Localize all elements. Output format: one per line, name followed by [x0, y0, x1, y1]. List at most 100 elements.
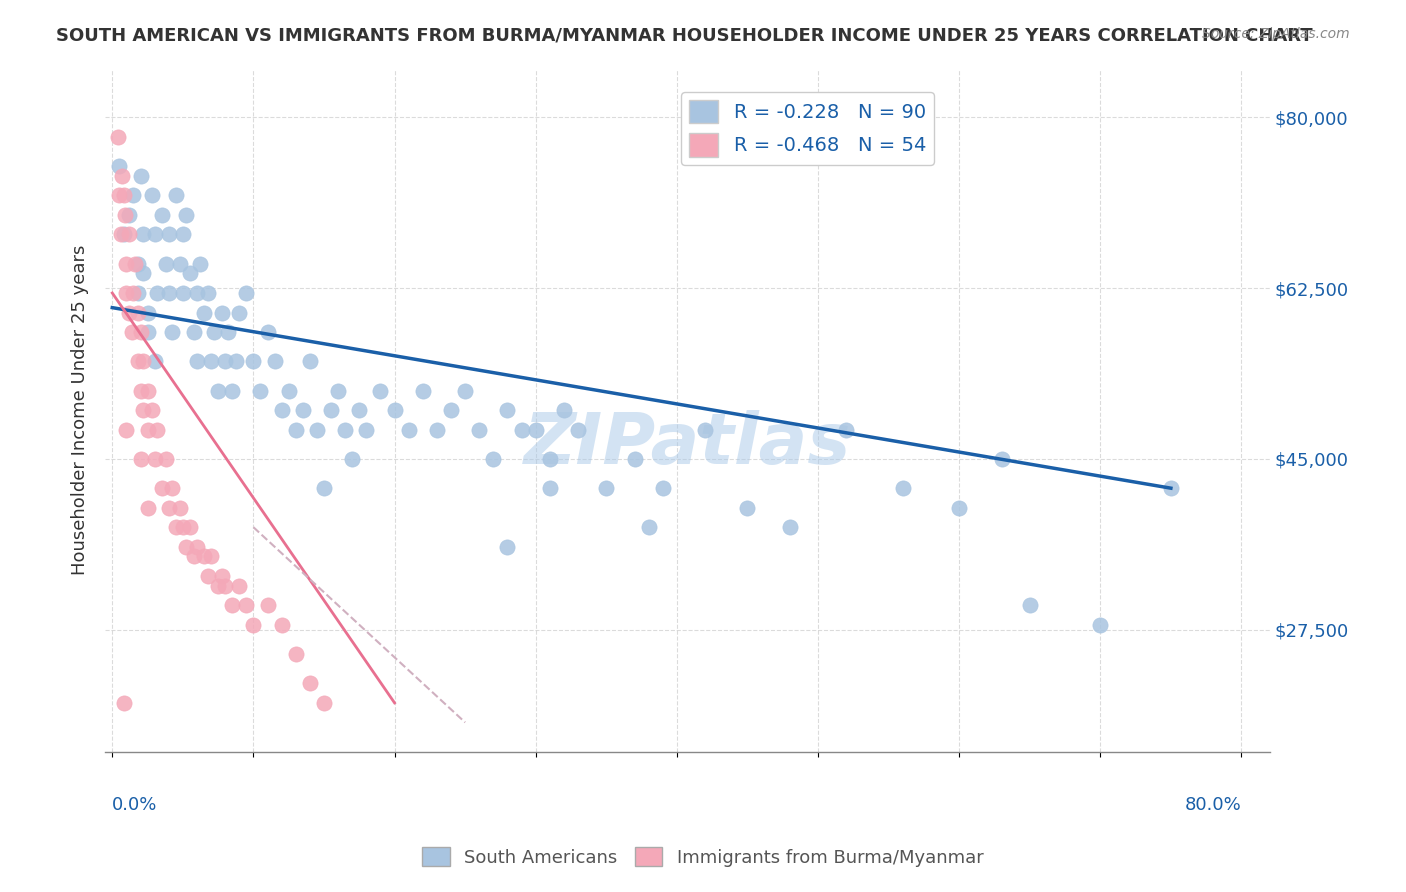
Point: [214, 579, 236, 593]
Point: [349, 403, 371, 417]
Point: [127, 257, 149, 271]
Point: [256, 599, 278, 613]
Point: [122, 188, 145, 202]
Legend: R = -0.228   N = 90, R = -0.468   N = 54: R = -0.228 N = 90, R = -0.468 N = 54: [682, 92, 934, 165]
Point: [426, 423, 449, 437]
Point: [115, 423, 138, 437]
Point: [200, 354, 222, 368]
Point: [160, 325, 183, 339]
Point: [136, 423, 159, 437]
Text: Source: ZipAtlas.com: Source: ZipAtlas.com: [1202, 27, 1350, 41]
Point: [132, 354, 155, 368]
Point: [319, 403, 342, 417]
Point: [538, 481, 561, 495]
Point: [221, 599, 243, 613]
Point: [637, 520, 659, 534]
Point: [211, 569, 233, 583]
Point: [333, 423, 356, 437]
Point: [305, 423, 328, 437]
Point: [197, 569, 219, 583]
Point: [155, 451, 177, 466]
Point: [112, 696, 135, 710]
Point: [193, 305, 215, 319]
Y-axis label: Householder Income Under 25 years: Householder Income Under 25 years: [72, 245, 89, 575]
Point: [524, 423, 547, 437]
Point: [132, 227, 155, 242]
Point: [136, 384, 159, 398]
Point: [122, 285, 145, 300]
Point: [298, 676, 321, 690]
Point: [186, 354, 208, 368]
Point: [124, 257, 146, 271]
Point: [263, 354, 285, 368]
Point: [115, 257, 138, 271]
Point: [129, 384, 152, 398]
Point: [454, 384, 477, 398]
Point: [835, 423, 858, 437]
Point: [136, 305, 159, 319]
Point: [107, 129, 129, 144]
Point: [370, 384, 392, 398]
Point: [496, 540, 519, 554]
Point: [108, 188, 131, 202]
Point: [169, 500, 191, 515]
Point: [143, 354, 166, 368]
Point: [146, 423, 169, 437]
Point: [172, 285, 194, 300]
Point: [141, 188, 163, 202]
Point: [1090, 617, 1112, 632]
Point: [143, 451, 166, 466]
Point: [242, 617, 264, 632]
Point: [146, 285, 169, 300]
Point: [595, 481, 617, 495]
Point: [118, 227, 141, 242]
Text: ZIPatlas: ZIPatlas: [524, 409, 851, 479]
Point: [326, 384, 349, 398]
Point: [115, 285, 138, 300]
Point: [312, 481, 335, 495]
Point: [249, 384, 271, 398]
Point: [737, 500, 759, 515]
Point: [129, 451, 152, 466]
Text: SOUTH AMERICAN VS IMMIGRANTS FROM BURMA/MYANMAR HOUSEHOLDER INCOME UNDER 25 YEAR: SOUTH AMERICAN VS IMMIGRANTS FROM BURMA/…: [56, 27, 1313, 45]
Point: [165, 188, 187, 202]
Point: [214, 354, 236, 368]
Point: [129, 325, 152, 339]
Point: [186, 540, 208, 554]
Point: [298, 354, 321, 368]
Point: [157, 285, 180, 300]
Point: [200, 549, 222, 564]
Point: [496, 403, 519, 417]
Point: [172, 227, 194, 242]
Point: [651, 481, 673, 495]
Point: [412, 384, 434, 398]
Point: [1160, 481, 1182, 495]
Point: [157, 227, 180, 242]
Point: [179, 520, 201, 534]
Point: [183, 325, 205, 339]
Point: [211, 305, 233, 319]
Point: [202, 325, 225, 339]
Point: [342, 451, 364, 466]
Text: 80.0%: 80.0%: [1185, 797, 1241, 814]
Point: [312, 696, 335, 710]
Point: [398, 423, 420, 437]
Point: [468, 423, 491, 437]
Point: [157, 500, 180, 515]
Text: 0.0%: 0.0%: [112, 797, 157, 814]
Point: [127, 354, 149, 368]
Point: [136, 500, 159, 515]
Point: [110, 227, 132, 242]
Point: [567, 423, 589, 437]
Point: [143, 227, 166, 242]
Point: [121, 325, 143, 339]
Point: [193, 549, 215, 564]
Point: [160, 481, 183, 495]
Point: [284, 423, 307, 437]
Point: [891, 481, 914, 495]
Point: [136, 325, 159, 339]
Point: [356, 423, 378, 437]
Point: [127, 285, 149, 300]
Point: [538, 451, 561, 466]
Point: [172, 520, 194, 534]
